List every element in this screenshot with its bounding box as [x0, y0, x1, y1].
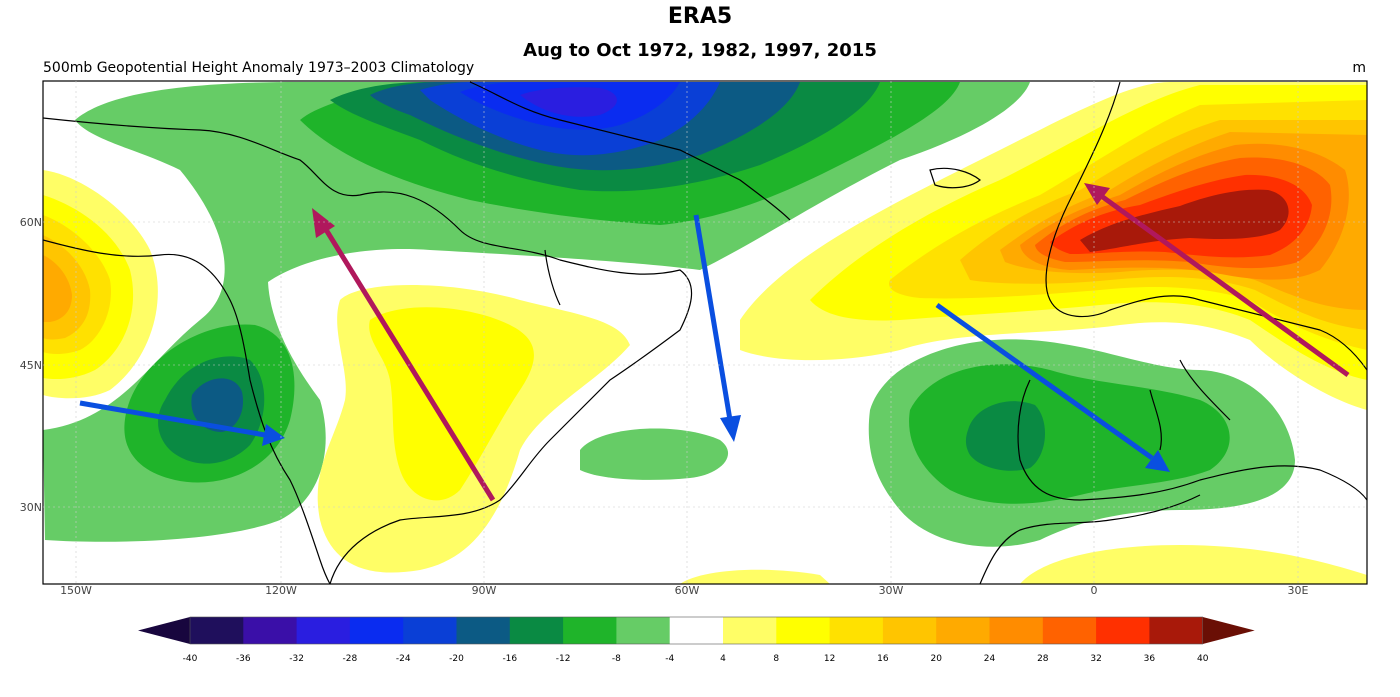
colorbar-tick-label: 16: [877, 654, 889, 664]
colorbar-tick-label: -20: [449, 654, 464, 664]
europe-high: [740, 82, 1367, 410]
units-label: m: [1352, 60, 1366, 76]
colorbar-swatch: [936, 617, 990, 644]
alaska-high: [43, 170, 158, 399]
colorbar-swatch: [243, 617, 298, 644]
colorbar-tick-label: -32: [289, 654, 304, 664]
africa-high: [1020, 545, 1367, 584]
colorbar-tick-label: -12: [556, 654, 571, 664]
lon-tick-label: 30W: [879, 584, 904, 597]
mediterranean-low: [868, 339, 1295, 547]
magenta-arrow-europe: [1084, 183, 1350, 378]
colorbar-tick-label: 12: [824, 654, 835, 664]
flow-arrows: [79, 183, 1350, 502]
colorbar-tick-label: 4: [720, 654, 726, 664]
pacific-low: [124, 324, 295, 483]
blue-arrow-mediterranean: [935, 302, 1170, 472]
colorbar-swatch: [723, 617, 777, 644]
colorbar-swatch: [563, 617, 617, 644]
colorbar-tick-label: -24: [396, 654, 411, 664]
colorbar-high-extend: [1202, 617, 1255, 644]
magenta-arrow-us: [312, 208, 496, 502]
map-subtitle: Aug to Oct 1972, 1982, 1997, 2015: [523, 40, 877, 61]
anomaly-field: [43, 81, 1367, 584]
longitude-ticks: 150W 120W 90W 60W 30W 0 30E: [60, 81, 1309, 597]
lon-tick-label: 60W: [675, 584, 700, 597]
lat-tick-label: 45N: [20, 359, 42, 372]
lon-tick-label: 30E: [1288, 584, 1309, 597]
colorbar-tick-label: 28: [1037, 654, 1049, 664]
lat-tick-label: 60N: [20, 216, 42, 229]
map-title: ERA5: [667, 4, 733, 29]
colorbar-swatch: [509, 617, 564, 644]
canada-greenland-low: [43, 82, 1030, 542]
lon-tick-label: 150W: [60, 584, 92, 597]
latitude-ticks: 60N 45N 30N: [20, 216, 1367, 514]
colorbar-tick-label: 8: [773, 654, 779, 664]
subtropical-high-patch: [680, 569, 830, 584]
field-description: 500mb Geopotential Height Anomaly 1973–2…: [43, 60, 475, 76]
colorbar-swatch: [1042, 617, 1097, 644]
colorbar-tick-label: 20: [930, 654, 942, 664]
colorbar-tick-label: -8: [612, 654, 621, 664]
colorbar-tick-label: -36: [236, 654, 251, 664]
colorbar-swatch: [989, 617, 1044, 644]
colorbar-swatch: [403, 617, 457, 644]
colorbar-low-extend: [138, 617, 190, 644]
colorbar-swatch: [456, 617, 511, 644]
blue-arrow-pacific: [79, 400, 285, 446]
lon-tick-label: 90W: [472, 584, 497, 597]
colorbar-tick-label: -28: [343, 654, 358, 664]
lon-tick-label: 0: [1091, 584, 1098, 597]
lat-tick-label: 30N: [20, 501, 42, 514]
central-us-high: [317, 285, 630, 573]
colorbar-swatch: [1149, 617, 1204, 644]
colorbar-swatch: [1096, 617, 1150, 644]
colorbar-swatch: [296, 617, 351, 644]
coastlines: [43, 81, 1367, 584]
colorbar-tick-label: 40: [1197, 654, 1209, 664]
colorbar-tick-label: -16: [502, 654, 517, 664]
atlantic-low-patch: [580, 428, 729, 480]
colorbar-swatch: [776, 617, 831, 644]
colorbar-tick-label: 24: [984, 654, 996, 664]
colorbar: -40 -36 -32 -28 -24 -20 -16 -12 -8 -4 4 8 12 16 20 24 28…: [138, 616, 1255, 664]
colorbar-swatch: [829, 617, 884, 644]
lon-tick-label: 120W: [265, 584, 297, 597]
colorbar-swatch: [882, 617, 937, 644]
colorbar-swatch: [669, 617, 724, 644]
colorbar-tick-label: 36: [1144, 654, 1156, 664]
colorbar-tick-label: -4: [665, 654, 674, 664]
colorbar-tick-label: -40: [183, 654, 198, 664]
colorbar-tick-label: 32: [1090, 654, 1101, 664]
colorbar-swatch: [616, 617, 671, 644]
map-frame: [42, 80, 1368, 585]
colorbar-frame: [189, 616, 1204, 645]
colorbar-swatch: [190, 617, 244, 644]
blue-arrow-atlantic: [693, 214, 741, 442]
colorbar-swatch: [349, 617, 404, 644]
